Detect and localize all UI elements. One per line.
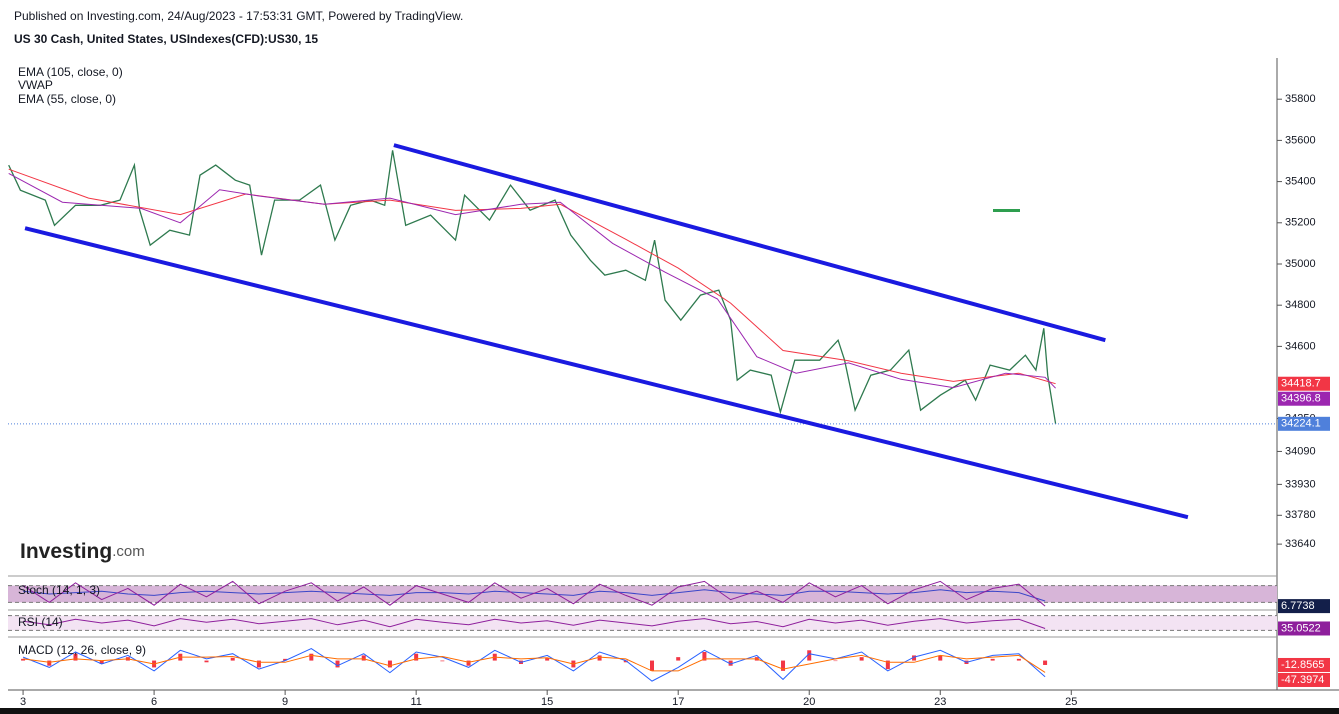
histogram-bar xyxy=(309,653,314,661)
series-line xyxy=(22,580,1046,607)
histogram-bar xyxy=(938,655,943,661)
y-tick-label: 35200 xyxy=(1285,217,1316,229)
y-tick-label: 33640 xyxy=(1285,538,1316,550)
histogram-bar xyxy=(781,660,786,671)
value-tag: 6.7738 xyxy=(1278,599,1330,614)
histogram-bar xyxy=(440,660,445,662)
histogram-bar xyxy=(649,660,654,671)
indicator-title: RSI (14) xyxy=(18,615,63,629)
value-tag-bg xyxy=(1278,599,1330,614)
series-line xyxy=(22,648,1046,682)
x-tick-label: 11 xyxy=(410,696,421,708)
x-tick-label: 17 xyxy=(672,696,684,708)
x-tick-label: 6 xyxy=(151,696,157,708)
histogram-bar xyxy=(1043,660,1048,665)
x-tick-label: 3 xyxy=(20,696,26,708)
histogram-bar xyxy=(414,653,419,661)
legend-entry: VWAP xyxy=(18,78,53,92)
histogram-bar xyxy=(990,658,995,661)
histogram-bar xyxy=(99,660,104,664)
histogram-bar xyxy=(702,652,707,661)
y-tick-label: 34800 xyxy=(1285,299,1316,311)
histogram-bar xyxy=(361,655,366,661)
series-line xyxy=(8,168,1056,385)
value-tag-label: 34224.1 xyxy=(1281,418,1321,430)
y-tick-label: 35400 xyxy=(1285,175,1316,187)
bottom-bar xyxy=(0,708,1339,714)
indicator-title: MACD (12, 26, close, 9) xyxy=(18,643,146,657)
value-tag-bg xyxy=(1278,672,1330,687)
logo-word: Investing xyxy=(20,540,112,563)
histogram-bar xyxy=(859,657,864,661)
series-line xyxy=(23,654,1046,673)
value-tag-bg xyxy=(1278,657,1330,672)
trend-line xyxy=(393,143,1106,343)
x-tick-label: 9 xyxy=(282,696,288,708)
indicator-title: Stoch (14, 1, 3) xyxy=(18,583,100,597)
histogram-bar xyxy=(545,658,550,661)
value-tag-label: 34418.7 xyxy=(1281,378,1321,390)
histogram-bar xyxy=(283,658,288,661)
value-tag-bg xyxy=(1278,621,1330,636)
y-tick-label: 33930 xyxy=(1285,478,1316,490)
y-tick-label: 35600 xyxy=(1285,134,1316,146)
y-tick-label: 35000 xyxy=(1285,258,1316,270)
histogram-bar xyxy=(466,660,471,666)
value-tag-bg xyxy=(1278,376,1330,391)
legend-entry: EMA (55, close, 0) xyxy=(18,92,116,106)
histogram-bar xyxy=(387,660,392,668)
value-tag: 34224.1 xyxy=(1278,416,1330,431)
histogram-bar xyxy=(597,655,602,661)
x-tick-label: 25 xyxy=(1065,696,1077,708)
histogram-bar xyxy=(728,660,733,666)
y-tick-label: 34600 xyxy=(1285,340,1316,352)
value-tag: 34418.7 xyxy=(1278,376,1330,391)
histogram-bar xyxy=(204,660,209,663)
value-tag-label: 34396.8 xyxy=(1281,393,1321,405)
trend-line xyxy=(24,226,1189,520)
value-tag-label: 6.7738 xyxy=(1281,600,1315,612)
histogram-bar xyxy=(256,660,261,668)
logo: Investing.com xyxy=(20,540,145,563)
drawing-marker xyxy=(993,209,1020,212)
histogram-bar xyxy=(833,660,838,662)
y-tick-label: 33780 xyxy=(1285,509,1316,521)
legend-entry: EMA (105, close, 0) xyxy=(18,65,123,79)
histogram-bar xyxy=(1016,658,1021,661)
logo-suffix: .com xyxy=(112,543,145,560)
chart-title: US 30 Cash, United States, USIndexes(CFD… xyxy=(14,32,318,46)
histogram-bar xyxy=(885,660,890,670)
published-note: Published on Investing.com, 24/Aug/2023 … xyxy=(14,9,463,23)
value-tag-label: -47.3974 xyxy=(1281,674,1324,686)
histogram-bar xyxy=(230,657,235,661)
y-tick-label: 35800 xyxy=(1285,93,1316,105)
value-tag: -47.3974 xyxy=(1278,672,1330,687)
histogram-bar xyxy=(335,660,340,668)
histogram-bar xyxy=(47,660,52,666)
value-tag-bg xyxy=(1278,416,1330,431)
value-tag: 35.0522 xyxy=(1278,621,1330,636)
x-tick-label: 15 xyxy=(541,696,553,708)
value-tag-label: 35.0522 xyxy=(1281,622,1321,634)
series-line xyxy=(23,618,1046,629)
histogram-bar xyxy=(912,655,917,661)
value-tag-bg xyxy=(1278,391,1330,406)
y-tick-label: 34090 xyxy=(1285,445,1316,457)
series-line xyxy=(8,150,1057,424)
histogram-bar xyxy=(73,653,78,661)
value-tag: -12.8565 xyxy=(1278,657,1330,672)
series-line xyxy=(8,172,1056,389)
indicator-band xyxy=(8,615,1277,631)
x-tick-label: 23 xyxy=(934,696,946,708)
x-tick-label: 20 xyxy=(803,696,815,708)
histogram-bar xyxy=(21,658,26,661)
histogram-bar xyxy=(807,650,812,661)
value-tag: 34396.8 xyxy=(1278,391,1330,406)
value-tag-label: -12.8565 xyxy=(1281,659,1324,671)
histogram-bar xyxy=(623,660,628,663)
histogram-bar xyxy=(676,657,681,661)
